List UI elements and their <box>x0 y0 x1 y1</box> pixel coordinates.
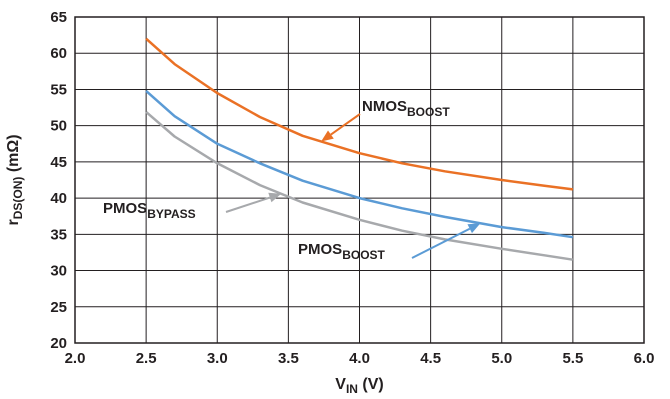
x-tick-label: 3.0 <box>207 350 228 367</box>
grid <box>75 17 644 343</box>
x-tick-label: 6.0 <box>634 350 655 367</box>
pmos-boost-arrow <box>411 227 471 259</box>
y-tick-label: 45 <box>50 154 67 171</box>
plot-frame <box>74 16 645 344</box>
nmos-boost-annotation: NMOSBOOST <box>321 98 450 142</box>
nmos-boost-arrow <box>330 113 361 136</box>
y-axis-title-main: r <box>5 219 22 225</box>
y-tick-label: 30 <box>50 263 67 280</box>
nmos-boost-label-sub: BOOST <box>407 105 450 119</box>
pmos-boost-label-sub: BOOST <box>342 248 385 262</box>
x-axis-title-sub: IN <box>346 382 358 396</box>
y-tick-label: 20 <box>50 335 67 352</box>
pmos-boost-annotation: PMOSBOOST <box>298 223 481 262</box>
pmos-bypass-arrow <box>225 196 271 213</box>
nmos-boost-line <box>145 37 574 191</box>
pmos-boost-label-main: PMOS <box>298 241 342 258</box>
y-tick-labels: 20 25 30 35 40 45 50 55 60 65 <box>50 9 67 352</box>
pmos-boost-line <box>145 89 574 239</box>
y-tick-label: 60 <box>50 45 67 62</box>
y-axis-title-sub: DS(ON) <box>11 177 25 220</box>
pmos-bypass-line <box>145 110 574 261</box>
y-axis-title-suffix: (mΩ) <box>5 134 22 176</box>
nmos-boost-arrowhead <box>321 130 334 142</box>
y-tick-label: 40 <box>50 190 67 207</box>
pmos-bypass-label-main: PMOS <box>103 200 147 217</box>
x-axis-title-main: V <box>335 376 346 393</box>
nmos-boost-label: NMOSBOOST <box>362 98 450 119</box>
y-tick-label: 55 <box>50 81 67 98</box>
x-tick-label: 2.5 <box>136 350 157 367</box>
pmos-bypass-label: PMOSBYPASS <box>103 200 196 221</box>
x-tick-labels: 2.0 2.5 3.0 3.5 4.0 4.5 5.0 5.5 6.0 <box>65 350 655 367</box>
x-tick-label: 5.5 <box>562 350 583 367</box>
y-tick-label: 35 <box>50 226 67 243</box>
series-lines <box>145 37 574 261</box>
x-tick-label: 4.0 <box>349 350 370 367</box>
pmos-boost-label: PMOSBOOST <box>298 241 386 262</box>
x-tick-label: 5.0 <box>491 350 512 367</box>
y-tick-label: 25 <box>50 299 67 316</box>
x-tick-label: 2.0 <box>65 350 86 367</box>
x-tick-label: 4.5 <box>420 350 441 367</box>
y-tick-label: 65 <box>50 9 67 26</box>
nmos-boost-label-main: NMOS <box>362 98 407 115</box>
y-tick-label: 50 <box>50 118 67 135</box>
pmos-bypass-label-sub: BYPASS <box>147 207 195 221</box>
y-axis-title: rDS(ON) (mΩ) <box>5 134 25 225</box>
pmos-boost-arrowhead <box>467 223 481 234</box>
x-axis-title: VIN (V) <box>335 376 383 396</box>
x-axis-title-suffix: (V) <box>358 376 384 393</box>
pmos-bypass-annotation: PMOSBYPASS <box>103 192 282 221</box>
x-tick-label: 3.5 <box>278 350 299 367</box>
pmos-bypass-arrowhead <box>268 192 282 203</box>
